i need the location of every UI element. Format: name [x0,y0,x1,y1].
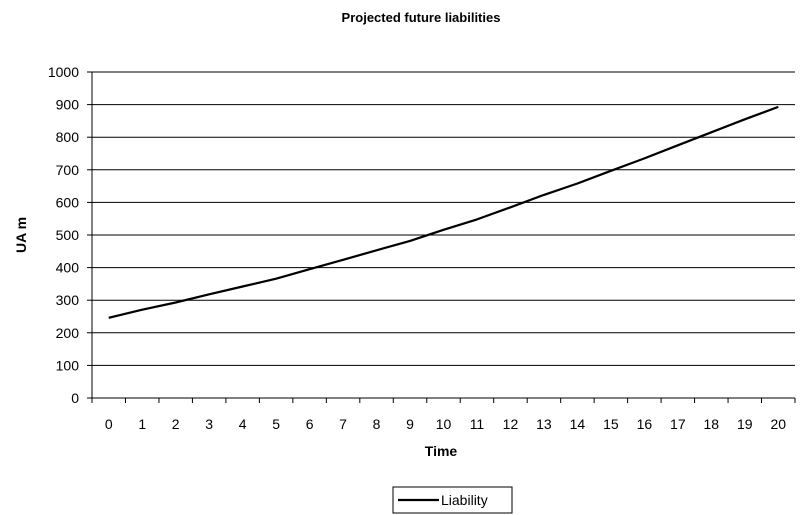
y-tick-label: 100 [56,357,80,373]
x-tick-label: 12 [503,416,519,432]
x-tick-label: 8 [373,416,381,432]
legend-label-liability: Liability [441,492,488,508]
x-tick-label: 9 [406,416,414,432]
y-tick-label: 500 [56,227,80,243]
x-tick-label: 11 [470,416,485,432]
x-tick-label: 19 [737,416,753,432]
x-tick-label: 6 [306,416,314,432]
x-tick-label: 18 [704,416,720,432]
gridlines [92,71,795,366]
y-tick-label: 700 [56,162,80,178]
y-tick-label: 300 [56,292,80,308]
y-tick-label: 400 [56,260,80,276]
x-tick-label: 20 [770,416,786,432]
series-layer [108,105,779,319]
y-tick-label: 1000 [48,64,79,80]
x-tick-label: 5 [272,416,280,432]
x-tick-label: 13 [536,416,552,432]
chart-title: Projected future liabilities [342,10,501,25]
y-tick-label: 0 [71,390,79,406]
x-axis-ticks: 0 1 2 3 4 5 6 7 8 9 10 11 12 13 14 15 16 17 18 19 20 [91,398,796,432]
x-tick-label: 14 [570,416,586,432]
series-line-liability [108,105,779,319]
y-tick-label: 200 [56,325,80,341]
x-tick-label: 0 [105,416,113,432]
y-tick-label: 900 [56,97,80,113]
x-tick-label: 17 [670,416,686,432]
y-tick-label: 800 [56,129,80,145]
y-axis-label: UA m [13,217,29,253]
x-tick-label: 16 [637,416,653,432]
y-axis-ticks: 0 100 200 300 400 500 600 700 800 900 1000 [48,64,92,406]
x-tick-label: 2 [172,416,180,432]
x-tick-label: 15 [603,416,619,432]
x-tick-label: 1 [138,416,146,432]
legend: Liability [392,486,513,514]
x-tick-label: 10 [436,416,452,432]
x-axis-label: Time [425,443,458,459]
y-tick-label: 600 [56,194,80,210]
x-tick-label: 3 [205,416,213,432]
x-tick-label: 4 [239,416,247,432]
x-tick-label: 7 [339,416,347,432]
